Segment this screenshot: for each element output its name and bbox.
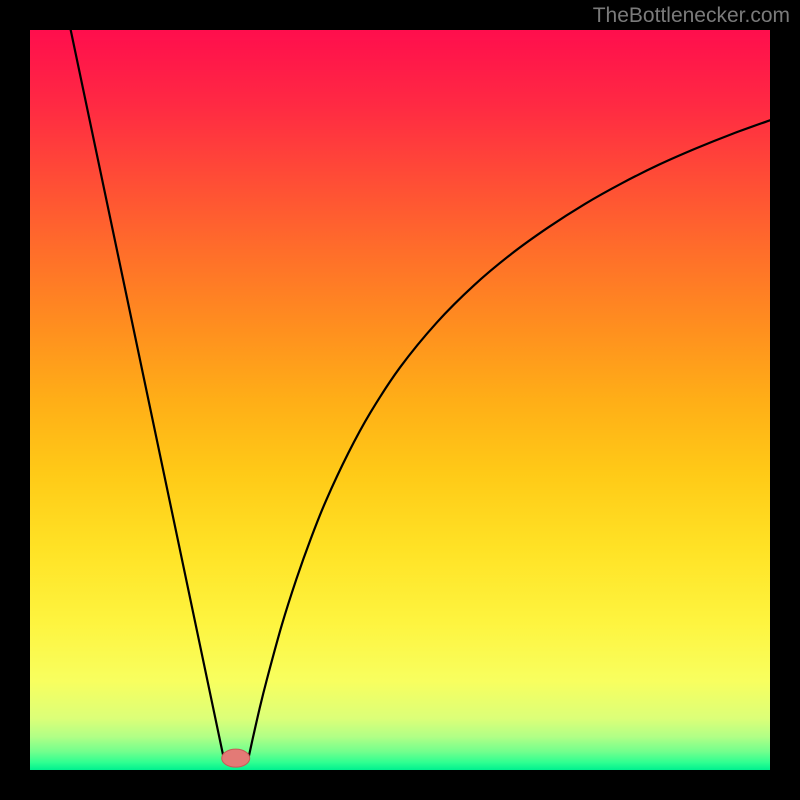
chart-container: TheBottlenecker.com — [0, 0, 800, 800]
bottleneck-marker — [222, 749, 250, 767]
left-curve-line — [71, 30, 224, 759]
watermark-text: TheBottlenecker.com — [593, 4, 790, 28]
plot-area — [30, 30, 770, 770]
right-curve-line — [248, 120, 770, 759]
curve-layer — [30, 30, 770, 770]
